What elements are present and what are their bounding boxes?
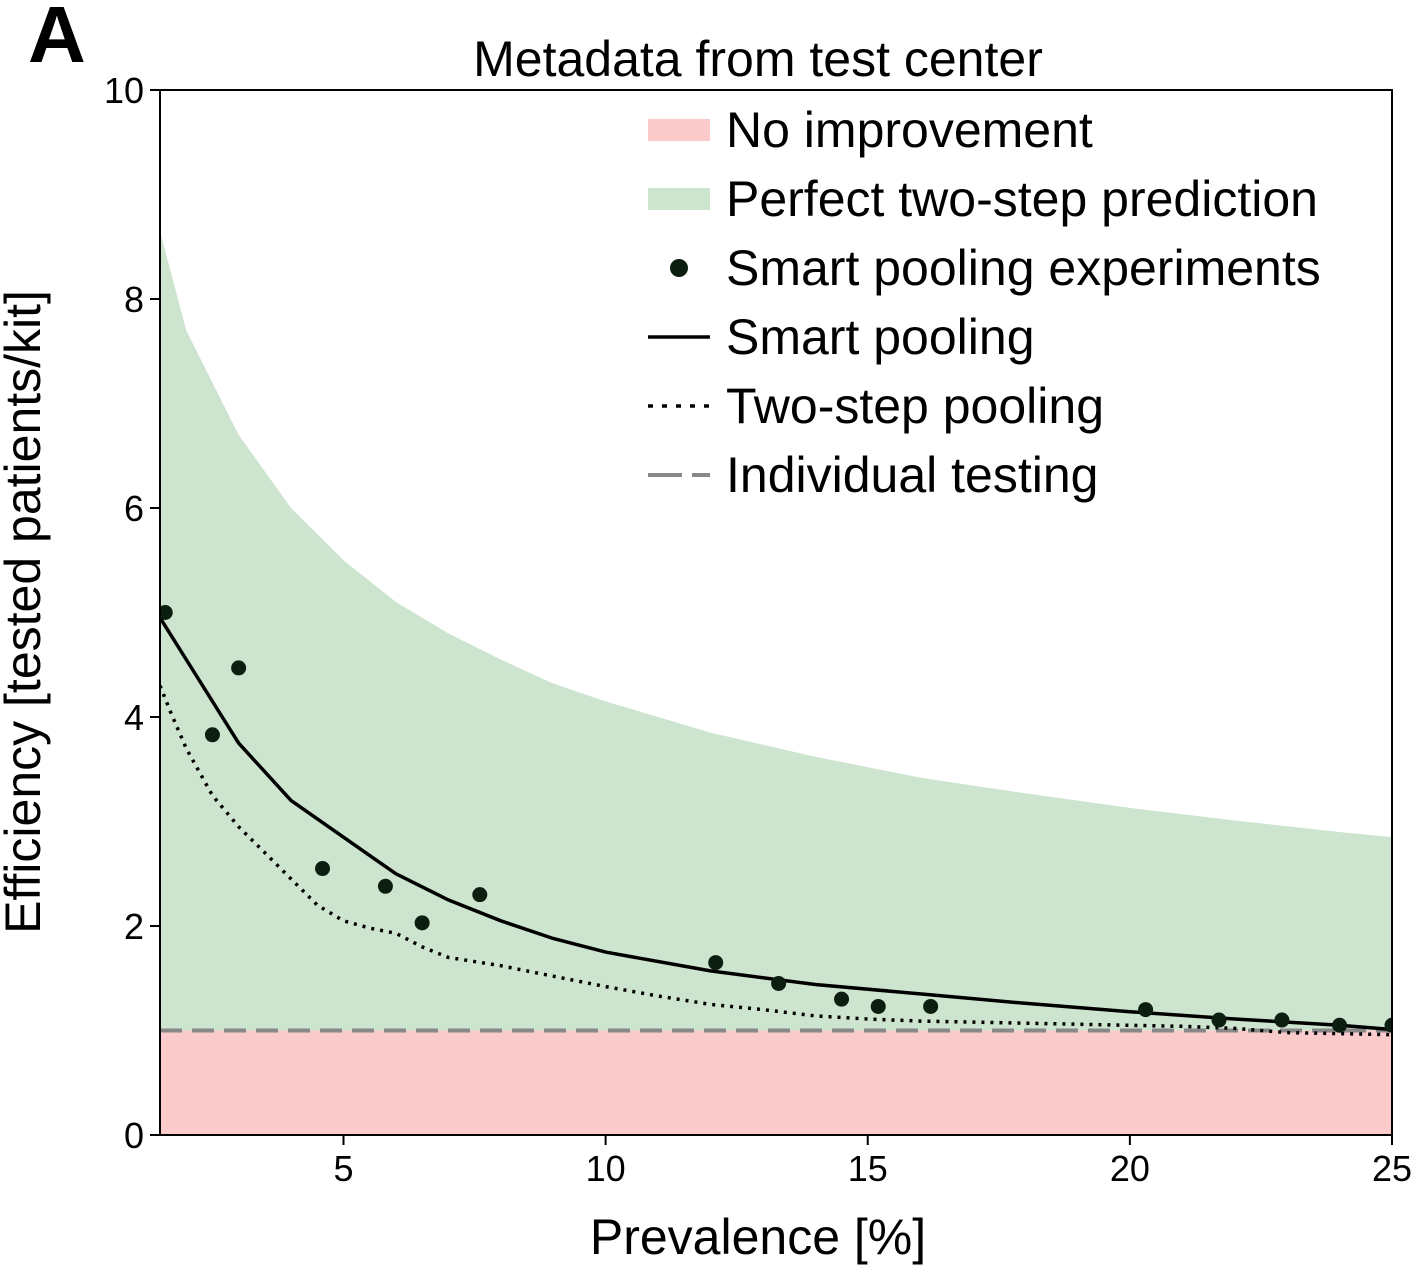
x-tick-label: 25: [1372, 1148, 1412, 1189]
plot-frame: [159, 89, 1393, 1136]
legend-label-experiments: Smart pooling experiments: [726, 240, 1321, 296]
x-tick-label: 20: [1110, 1148, 1150, 1189]
experiment-point: [1138, 1002, 1154, 1018]
y-tick-label: 4: [124, 697, 144, 738]
experiment-point: [377, 878, 393, 894]
x-tick-label: 5: [333, 1148, 353, 1189]
legend-label-no-improvement: No improvement: [726, 102, 1093, 158]
x-axis-title: Prevalence [%]: [590, 1209, 926, 1265]
experiment-point: [315, 861, 331, 877]
experiment-point: [1332, 1017, 1348, 1033]
band-layer: [160, 231, 1392, 1135]
experiment-point: [1211, 1012, 1227, 1028]
experiment-point: [414, 915, 430, 931]
legend-swatch-perfect: [648, 188, 710, 210]
legend-label-perfect: Perfect two-step prediction: [726, 171, 1318, 227]
experiment-point: [870, 998, 886, 1014]
experiment-point: [923, 998, 939, 1014]
y-axis-title: Efficiency [tested patients/kit]: [0, 290, 51, 934]
experiment-point: [1274, 1012, 1290, 1028]
x-tick-label: 15: [848, 1148, 888, 1189]
y-axis: 0 2 4 6 8 10: [104, 70, 160, 1156]
experiment-point: [160, 605, 173, 620]
experiment-point: [231, 660, 247, 676]
legend-swatch-no-improvement: [648, 119, 710, 141]
legend-label-individual: Individual testing: [726, 447, 1098, 503]
legend: No improvement Perfect two-step predictio…: [648, 102, 1321, 503]
point-layer: [160, 605, 1392, 1033]
experiment-point: [771, 975, 787, 991]
x-tick-label: 10: [586, 1148, 626, 1189]
y-tick-label: 10: [104, 70, 144, 111]
x-axis: 5 10 15 20 25: [333, 1135, 1412, 1189]
y-tick-label: 2: [124, 906, 144, 947]
experiment-point: [1384, 1017, 1392, 1033]
experiment-point: [708, 955, 724, 971]
two-step-pooling-line: [160, 685, 1392, 1037]
y-tick-label: 8: [124, 279, 144, 320]
experiment-point: [204, 727, 220, 743]
no-improvement-band: [160, 1030, 1392, 1135]
panel-label: A: [28, 0, 86, 79]
legend-label-smart: Smart pooling: [726, 309, 1035, 365]
chart-title: Metadata from test center: [473, 31, 1043, 87]
experiment-point: [472, 887, 488, 903]
perfect-band: [160, 231, 1392, 1031]
y-tick-label: 0: [124, 1115, 144, 1156]
legend-label-two-step: Two-step pooling: [726, 378, 1104, 434]
experiment-point: [834, 991, 850, 1007]
legend-swatch-experiments: [670, 259, 688, 277]
y-tick-label: 6: [124, 488, 144, 529]
